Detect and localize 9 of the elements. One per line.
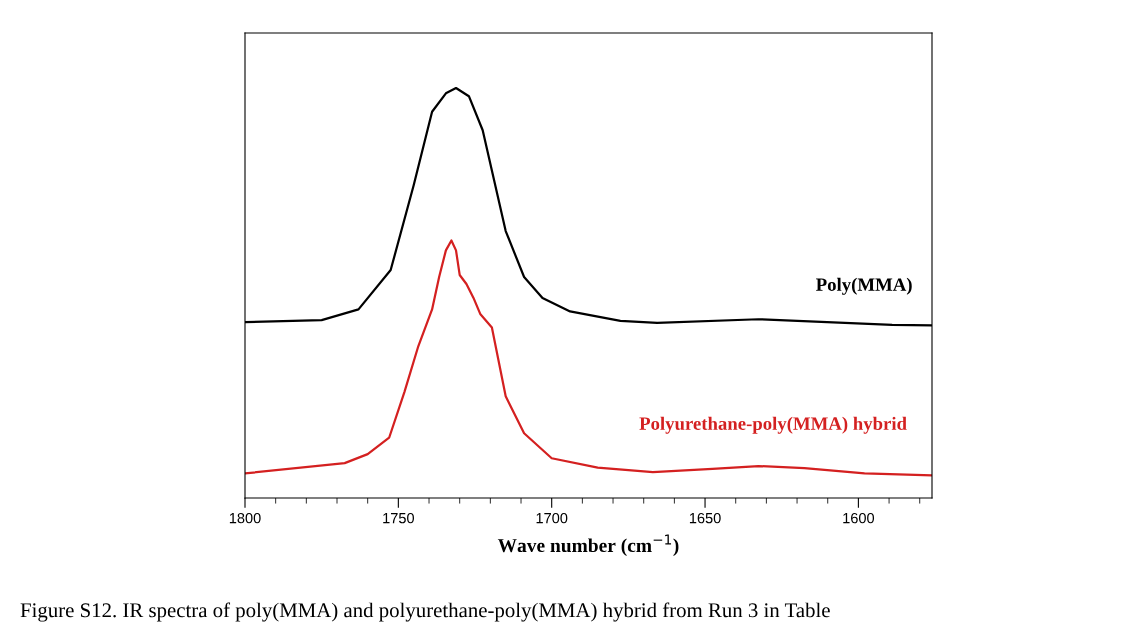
x-axis-title: Wave number (cm$^{−1}$) bbox=[497, 534, 679, 557]
series-label: Polyurethane-poly(MMA) hybrid bbox=[639, 416, 907, 434]
x-tick-label: 1800 bbox=[229, 512, 261, 524]
caption: Figure S12. IR spectra of poly(MMA) and polyurethane-poly(MMA) hybrid from Run 3 in Table bbox=[20, 602, 830, 622]
x-tick-label: 1650 bbox=[689, 512, 721, 524]
x-tick-label: 1600 bbox=[843, 512, 875, 524]
series-label: Poly(MMA) bbox=[816, 277, 912, 295]
x-tick-label: 1700 bbox=[536, 512, 568, 524]
x-tick-label: 1750 bbox=[383, 512, 414, 524]
